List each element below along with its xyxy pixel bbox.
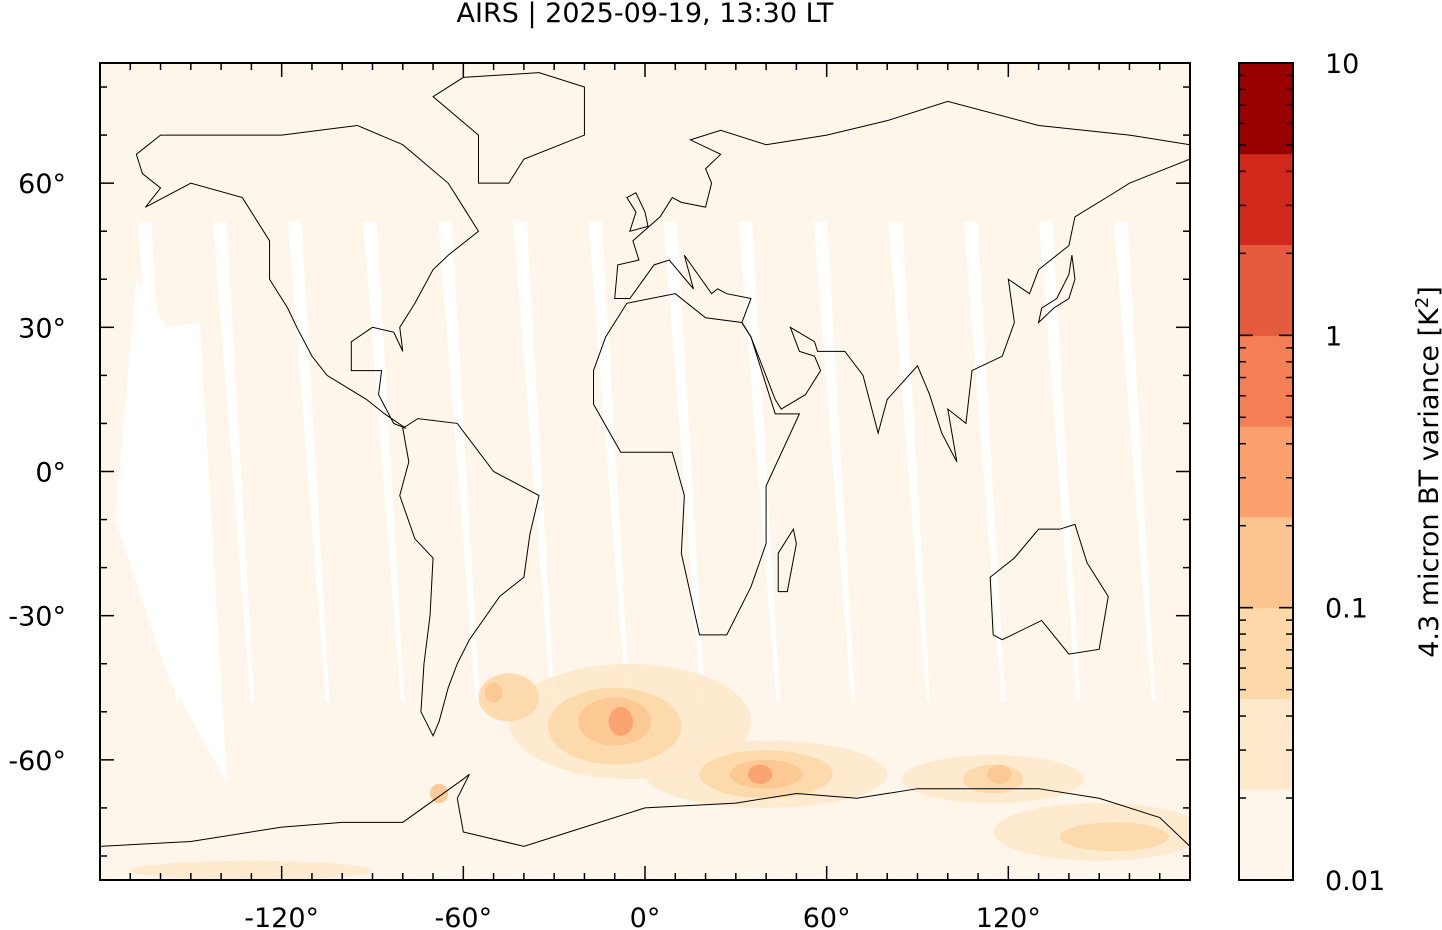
colorbar-tick-label: 0.01	[1325, 866, 1385, 897]
swath-gap	[513, 221, 555, 703]
swath-gap	[588, 221, 630, 703]
y-tick-label: 30°	[18, 313, 66, 344]
swath-gap	[363, 221, 405, 703]
x-tick-label: 0°	[630, 903, 661, 930]
x-tick-label: -120°	[244, 903, 319, 930]
y-tick-label: 0°	[35, 458, 66, 489]
swath-gap	[212, 221, 255, 703]
swath-gap	[438, 221, 480, 703]
colorbar-label-main: 4.3 micron BT variance [K	[1414, 307, 1442, 658]
swath-gap	[963, 221, 1006, 703]
swath-gap	[1038, 221, 1081, 703]
colorbar-bin	[1239, 244, 1293, 336]
colorbar-bin	[1239, 153, 1293, 246]
colorbar-bin	[1239, 516, 1293, 609]
variance-feature	[1059, 822, 1169, 852]
y-tick-label: 60°	[18, 169, 66, 200]
coastline-australia	[989, 523, 1109, 655]
swath-gap	[663, 221, 705, 703]
variance-feature	[987, 764, 1012, 784]
coastline-uk	[626, 192, 649, 232]
variance-feature	[484, 682, 503, 703]
colorbar-label-end: ]	[1414, 286, 1442, 297]
colorbar-bin	[1239, 63, 1293, 155]
colorbar-tick-label: 1	[1325, 321, 1342, 352]
colorbar-label-sup: 2	[1412, 297, 1433, 308]
y-tick-label: -30°	[8, 602, 66, 633]
colorbar-tick-label: 10	[1325, 49, 1359, 80]
swath-gap	[1114, 221, 1156, 703]
coastline-madagascar	[777, 527, 797, 593]
colorbar-frame	[1238, 62, 1294, 881]
swath-gap	[738, 221, 781, 703]
coastline-eurasia	[614, 100, 1190, 463]
y-tick-label: -60°	[8, 746, 66, 777]
colorbar-label: 4.3 micron BT variance [K2]	[1412, 286, 1442, 658]
coastline-north-america	[135, 124, 480, 429]
colorbar-bin	[1239, 789, 1293, 881]
coastline-japan	[1037, 255, 1076, 324]
coastline-south-america	[399, 418, 540, 738]
variance-feature	[608, 707, 633, 736]
colorbar-bin	[1239, 607, 1293, 699]
coastline-greenland	[432, 72, 585, 184]
swath-gap	[888, 221, 931, 703]
colorbar-bin	[1239, 335, 1293, 427]
x-tick-label: 60°	[803, 903, 851, 930]
variance-feature	[430, 783, 449, 804]
colorbar-tick-label: 0.1	[1325, 594, 1368, 625]
colorbar-bin	[1239, 698, 1293, 790]
swath-gap	[288, 221, 330, 703]
variance-feature	[747, 764, 773, 784]
swath-gap	[813, 221, 856, 703]
coastline-africa	[593, 293, 801, 636]
swath-gap	[115, 279, 228, 784]
map-area	[100, 63, 1190, 880]
colorbar-bin	[1239, 426, 1293, 518]
map-title: AIRS | 2025-09-19, 13:30 LT	[456, 0, 834, 29]
x-tick-label: -60°	[435, 903, 493, 930]
coastline-antarctica	[100, 773, 1190, 880]
x-tick-label: 120°	[976, 903, 1041, 930]
